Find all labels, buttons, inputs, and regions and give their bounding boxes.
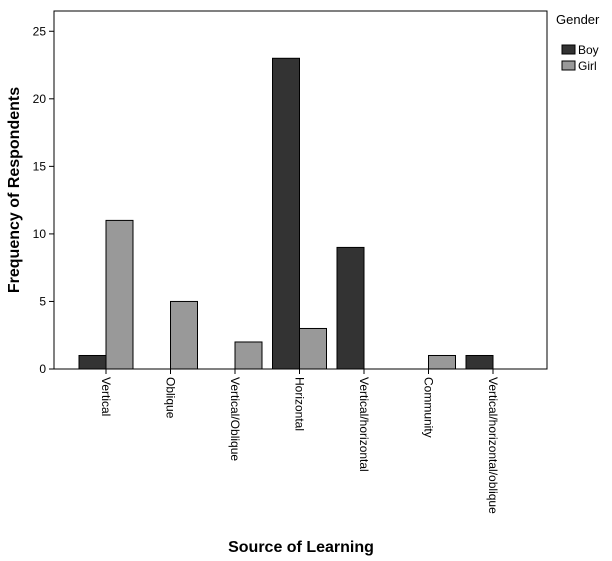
y-tick-label: 15 (33, 159, 47, 173)
x-tick-label: Vertical (99, 377, 113, 416)
x-tick-label: Vertical/Oblique (228, 377, 242, 461)
legend-label-girl: Girl (578, 59, 597, 73)
bar-girl-1 (170, 300, 198, 370)
legend: Gender Boy Girl (556, 12, 600, 73)
y-axis-title: Frequency of Respondents (6, 87, 23, 293)
plot-area (53, 10, 548, 370)
legend-title: Gender (556, 12, 600, 27)
y-tick-label: 25 (33, 24, 47, 38)
bar-girl-3 (299, 327, 327, 370)
x-axis-title: Source of Learning (228, 539, 374, 556)
bar-boy-4 (336, 246, 365, 370)
y-tick-label: 20 (33, 92, 47, 106)
y-tick-label: 5 (39, 294, 46, 308)
legend-label-boy: Boy (578, 43, 599, 57)
bar-girl-2 (234, 341, 263, 370)
x-tick-label: Vertical/horizontal/oblique (486, 377, 500, 514)
bars-group (78, 57, 494, 370)
bar-boy-0 (78, 354, 107, 370)
bar-girl-5 (428, 354, 456, 370)
bar-boy-3 (272, 57, 300, 370)
x-tick-label: Oblique (164, 377, 178, 419)
legend-swatch-boy (561, 44, 576, 55)
x-tick-label: Horizontal (293, 377, 307, 431)
y-tick-label: 10 (33, 227, 47, 241)
y-tick-label: 0 (39, 362, 46, 376)
bar-boy-6 (465, 354, 494, 370)
x-tick-label: Vertical/horizontal (357, 377, 371, 472)
y-axis: 0 5 10 15 20 25 (33, 24, 54, 376)
bar-girl-0 (105, 219, 134, 370)
x-tick-label: Community (422, 377, 436, 438)
x-axis: Vertical Oblique Vertical/Oblique Horizonta… (99, 369, 500, 514)
legend-swatch-girl (561, 60, 576, 71)
